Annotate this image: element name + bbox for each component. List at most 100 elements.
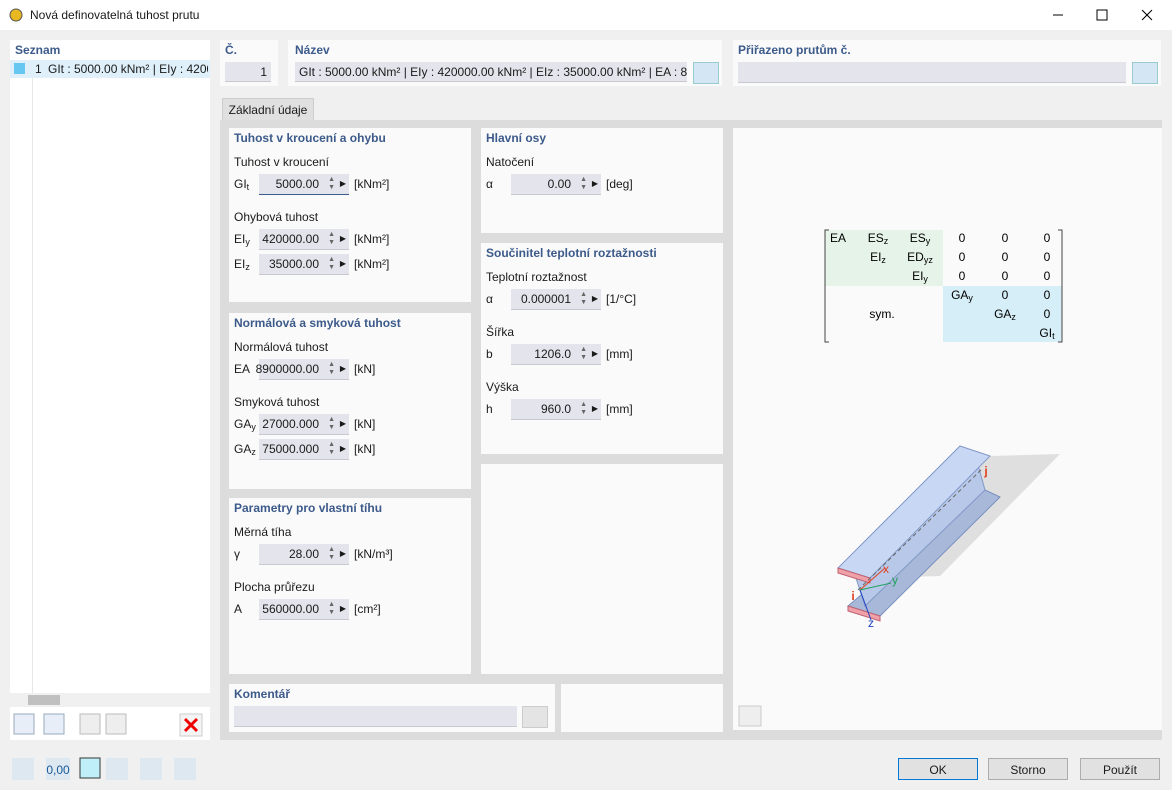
arrow[interactable]: ▶	[339, 604, 346, 613]
unit: [mm]	[606, 347, 633, 361]
subsection-label: Smyková tuhost	[234, 395, 320, 409]
matrix-cell: ESz	[868, 231, 889, 246]
subsection-label: Normálová tuhost	[234, 340, 329, 354]
spinner[interactable]: ▲ ▼	[328, 176, 335, 191]
value-input[interactable]: 420000.00 ▲ ▼ ▶	[259, 229, 349, 250]
symbol-subscript: z	[245, 262, 250, 272]
value: 1206.0	[534, 347, 571, 361]
spinner[interactable]: ▲ ▼	[328, 441, 335, 456]
symbol: b	[486, 347, 493, 361]
window-title: Nová definovatelná tuhost prutu	[30, 8, 200, 22]
value: 27000.000	[262, 417, 319, 431]
arrow[interactable]: ▶	[339, 234, 346, 243]
arrow[interactable]: ▶	[339, 419, 346, 428]
matrix-cell: EDyz	[907, 250, 933, 265]
spinner[interactable]: ▲ ▼	[580, 346, 587, 361]
list-toolbar[interactable]	[10, 712, 210, 738]
tab[interactable]: Základní údaje	[222, 98, 314, 120]
symbol-subscript: yz	[924, 255, 934, 265]
value-input[interactable]: 5000.00 ▲ ▼ ▶	[259, 174, 349, 195]
number-input[interactable]: 1	[225, 62, 271, 82]
matrix-cell: 0	[959, 231, 966, 245]
value-input[interactable]: 560000.00 ▲ ▼ ▶	[259, 599, 349, 620]
value-input[interactable]: 35000.00 ▲ ▼ ▶	[259, 254, 349, 275]
value-input[interactable]: 0.00 ▲ ▼ ▶	[511, 174, 601, 195]
value-input[interactable]: 0.000001 ▲ ▼ ▶	[511, 289, 601, 310]
unit: [kN]	[354, 362, 376, 376]
empty-group	[481, 464, 723, 674]
value: 5000.00	[275, 177, 319, 191]
arrow[interactable]: ▶	[339, 549, 346, 558]
arrow[interactable]: ▶	[339, 444, 346, 453]
comment-button[interactable]	[522, 706, 548, 728]
value-input[interactable]: 8900000.00 ▲ ▼ ▶	[256, 359, 349, 380]
symbol: GI	[1039, 326, 1052, 340]
select-button[interactable]	[1132, 62, 1158, 84]
symbol-subscript: y	[245, 237, 250, 247]
field-symbol: GIt	[234, 174, 249, 197]
value-input[interactable]: 28.00 ▲ ▼ ▶	[259, 544, 349, 565]
matrix-cell: GIt	[1039, 326, 1055, 341]
spinner[interactable]: ▲ ▼	[328, 231, 335, 246]
group-box: Hlavní osy Natočení α 0.00 ▲ ▼ ▶ [deg]	[481, 128, 723, 233]
scrollbar[interactable]	[10, 693, 210, 707]
arrow[interactable]: ▶	[339, 179, 346, 188]
axis-label: z	[868, 616, 874, 630]
field-symbol: EA	[234, 359, 250, 379]
field-symbol: γ	[234, 544, 240, 564]
apply-button[interactable]: Použít	[1080, 758, 1160, 780]
value-input[interactable]: 27000.000 ▲ ▼ ▶	[259, 414, 349, 435]
assigned-box: Přiřazeno prutům č.	[733, 40, 1161, 86]
subsection-label: Výška	[486, 380, 519, 394]
spinner[interactable]: ▲ ▼	[328, 601, 335, 616]
matrix-cell: GAz	[994, 307, 1016, 322]
field-symbol: GAz	[234, 439, 256, 462]
subsection-label: Tuhost v kroucení	[234, 155, 329, 169]
spinner[interactable]: ▲ ▼	[580, 291, 587, 306]
title-bar: Nová definovatelná tuhost prutu	[0, 0, 1172, 30]
symbol: ES	[910, 231, 926, 245]
arrow[interactable]: ▶	[591, 404, 598, 413]
bottom-toolbar[interactable]: 0,00	[10, 756, 200, 782]
value: 28.00	[288, 547, 319, 561]
cancel-button[interactable]: Storno	[988, 758, 1068, 780]
matrix-cell: EIz	[870, 250, 886, 265]
ok-button[interactable]: OK	[898, 758, 978, 780]
group-box: Součinitel teplotní roztažnosti Teplotní …	[481, 243, 723, 454]
arrow[interactable]: ▶	[591, 294, 598, 303]
picture-button[interactable]	[738, 705, 762, 727]
spinner[interactable]: ▲ ▼	[328, 361, 335, 376]
matrix-cell: 0	[1002, 250, 1009, 264]
spinner[interactable]: ▲ ▼	[328, 256, 335, 271]
matrix-cell: 0	[1002, 269, 1009, 283]
value: 960.0	[540, 402, 571, 416]
spinner[interactable]: ▲ ▼	[580, 176, 587, 191]
window-controls[interactable]	[1040, 0, 1172, 30]
value-input[interactable]: 75000.000 ▲ ▼ ▶	[259, 439, 349, 460]
arrow[interactable]: ▶	[339, 364, 346, 373]
value: 0.000001	[520, 292, 571, 306]
symbol: EI	[912, 269, 923, 283]
assigned-input[interactable]	[738, 62, 1126, 83]
value: 420000.00	[262, 232, 319, 246]
spinner[interactable]: ▲ ▼	[580, 401, 587, 416]
value-input[interactable]: 960.0 ▲ ▼ ▶	[511, 399, 601, 420]
value-input[interactable]: 1206.0 ▲ ▼ ▶	[511, 344, 601, 365]
arrow[interactable]: ▶	[591, 179, 598, 188]
comment-input[interactable]	[234, 706, 517, 727]
spinner[interactable]: ▲ ▼	[328, 416, 335, 431]
decimal-icon: 0,00	[46, 763, 70, 777]
list-item[interactable]: 1 GIt : 5000.00 kNm² | EIy : 420000	[10, 60, 210, 78]
arrow[interactable]: ▶	[591, 349, 598, 358]
name-label: Název	[295, 43, 330, 57]
subsection-label: Šířka	[486, 325, 515, 339]
group-box: Parametry pro vlastní tíhu Měrná tíha γ 28.…	[229, 498, 471, 674]
group-box: Tuhost v kroucení a ohybu Tuhost v krouce…	[229, 128, 471, 302]
arrow[interactable]: ▶	[339, 259, 346, 268]
edit-button[interactable]	[693, 62, 719, 84]
spinner[interactable]: ▲ ▼	[328, 546, 335, 561]
unit: [kN/m³]	[354, 547, 393, 561]
symbol: GA	[994, 307, 1011, 321]
name-input[interactable]: GIt : 5000.00 kNm² | EIy : 420000.00 kNm…	[295, 62, 687, 82]
